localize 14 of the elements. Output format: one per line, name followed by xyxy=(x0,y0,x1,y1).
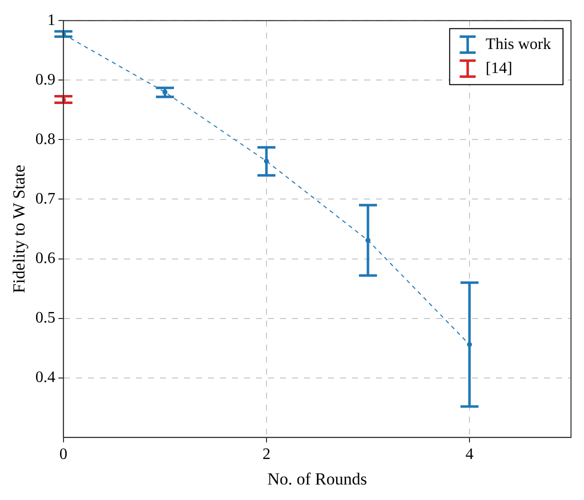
y-tick-label: 0.6 xyxy=(35,250,56,267)
legend-label: This work xyxy=(486,36,551,53)
legend-label: [14] xyxy=(486,60,512,77)
y-axis-title: Fidelity to W State xyxy=(10,164,29,294)
y-tick-label: 0.9 xyxy=(35,71,56,88)
x-tick-label: 4 xyxy=(465,446,474,464)
y-tick-label: 0.5 xyxy=(35,310,56,327)
y-tick-label: 1 xyxy=(47,12,56,29)
y-tick-label: 0.7 xyxy=(35,190,56,208)
x-tick-label: 0 xyxy=(59,446,68,464)
y-tick-label: 0.8 xyxy=(35,130,56,148)
y-tick-label: 0.4 xyxy=(35,369,56,386)
x-axis-title: No. of Rounds xyxy=(267,469,368,488)
x-tick-label: 2 xyxy=(262,446,270,464)
